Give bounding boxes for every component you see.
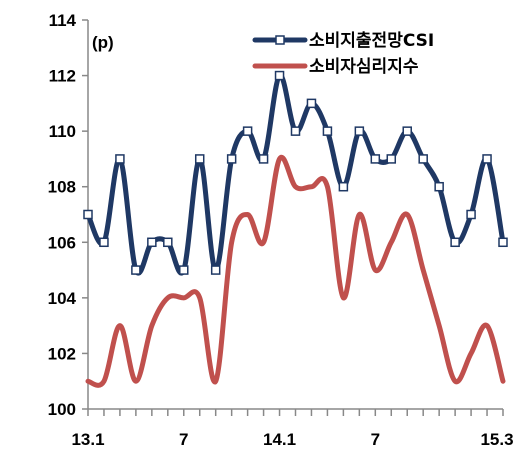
x-tick-label: 14.1: [263, 430, 296, 449]
data-point-marker: [290, 126, 301, 136]
data-point-marker: [386, 154, 397, 164]
data-point-marker: [258, 154, 269, 164]
y-tick-label: 102: [48, 344, 76, 363]
x-tick-label: 15.3: [480, 430, 513, 449]
data-point-marker: [434, 181, 444, 192]
y-tick-label: 104: [48, 289, 77, 308]
data-point-marker: [370, 154, 381, 164]
data-point-marker: [338, 181, 349, 192]
data-point-marker: [210, 265, 221, 275]
unit-label: (p): [92, 33, 114, 52]
y-axis: 100 102 104 106 108 110 112 114: [48, 11, 89, 419]
data-point-marker: [131, 265, 141, 275]
y-tick-label: 110: [49, 122, 76, 141]
series-line-1: [85, 154, 506, 388]
data-point-marker: [450, 237, 460, 248]
x-tick-label: 13.1: [71, 430, 104, 449]
series-lines: [83, 70, 508, 388]
x-tick-label: 7: [371, 430, 380, 449]
data-point-marker: [498, 237, 508, 248]
legend: 소비지출전망CSI 소비자심리지수: [252, 31, 434, 77]
data-point-marker: [83, 209, 93, 220]
legend-marker: [275, 35, 285, 45]
data-point-marker: [242, 126, 253, 136]
y-tick-label: 106: [48, 233, 76, 252]
data-point-marker: [99, 237, 109, 248]
data-point-marker: [179, 265, 189, 275]
data-point-marker: [226, 154, 237, 164]
legend-label-consumer-sentiment-index: 소비자심리지수: [309, 57, 419, 77]
data-point-marker: [322, 126, 333, 136]
data-point-marker: [482, 154, 492, 164]
data-point-marker: [418, 154, 428, 164]
data-point-marker: [163, 237, 173, 248]
data-point-marker: [115, 154, 125, 164]
x-tick-label: 7: [179, 430, 188, 449]
data-point-marker: [194, 154, 205, 164]
y-tick-label: 114: [49, 11, 77, 30]
data-point-marker: [274, 70, 285, 81]
data-point-marker: [466, 209, 476, 220]
data-point-marker: [147, 237, 157, 248]
y-tick-label: 112: [49, 67, 76, 86]
y-tick-label: 100: [48, 400, 76, 419]
data-point-marker: [306, 98, 317, 109]
data-point-marker: [354, 126, 365, 136]
y-tick-label: 108: [48, 178, 76, 197]
x-axis: 13.1 7 14.1 7 15.3: [71, 408, 514, 449]
legend-label-consumer-spending-outlook-csi: 소비지출전망CSI: [309, 31, 434, 51]
data-point-marker: [402, 126, 412, 136]
